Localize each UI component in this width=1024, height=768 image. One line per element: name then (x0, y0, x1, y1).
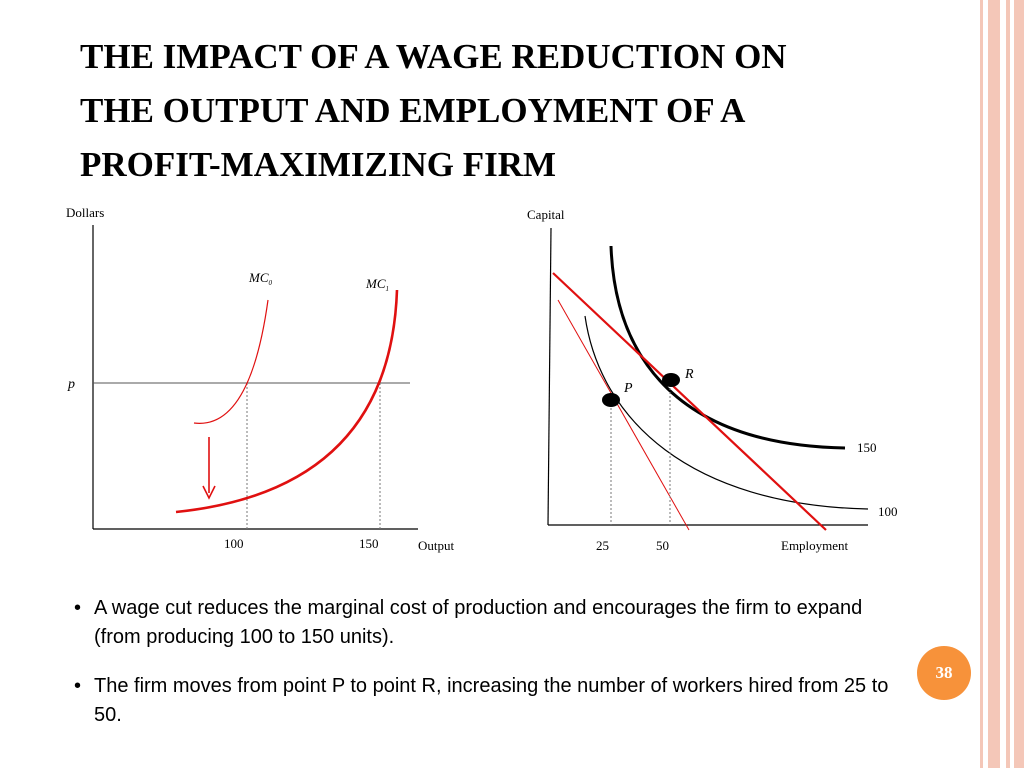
isoquant-150-label: 150 (857, 440, 877, 455)
bullet-item: • A wage cut reduces the marginal cost o… (72, 594, 892, 652)
bullet-text: A wage cut reduces the marginal cost of … (94, 597, 863, 648)
right-x-tick-50: 50 (656, 538, 669, 553)
right-y-axis-label: Capital (527, 207, 565, 222)
mc0-label-sub: 0 (269, 279, 273, 287)
isoquant-100-label: 100 (878, 504, 898, 519)
shift-arrow-head (202, 485, 216, 500)
page-number: 38 (935, 663, 953, 682)
right-y-axis (547, 227, 552, 526)
right-x-tick-25: 25 (596, 538, 609, 553)
mc0-label-base: MC (248, 270, 269, 285)
left-x-tick-100: 100 (224, 536, 244, 551)
mc1-label-sub: 1 (386, 285, 390, 293)
slide-title-line: THE OUTPUT AND EMPLOYMENT OF A (80, 91, 746, 130)
isocost-line-new (552, 272, 827, 531)
point-r-marker (662, 373, 680, 387)
bullet-dot-icon: • (74, 675, 82, 697)
isoquant-100 (584, 315, 869, 510)
slide-title-line: PROFIT-MAXIMIZING FIRM (80, 145, 557, 184)
decorative-stripes (980, 0, 1024, 768)
mc1-label-base: MC (365, 276, 386, 291)
bullet-dot-icon: • (74, 597, 82, 619)
mc1-label: MC1 (365, 276, 389, 293)
left-x-axis-label: Output (418, 538, 455, 553)
bullet-text: The firm moves from point P to point R, … (94, 675, 889, 726)
right-x-axis-label: Employment (781, 538, 849, 553)
mc1-curve (175, 289, 399, 514)
slide-title-line: THE IMPACT OF A WAGE REDUCTION ON (80, 37, 787, 76)
point-p-label: P (623, 381, 633, 396)
mc0-curve (193, 299, 269, 424)
left-graph: Dollars Output p MC0 MC1 100 150 (66, 205, 455, 553)
isoquant-150 (609, 245, 846, 450)
slide-title: THE IMPACT OF A WAGE REDUCTION ON THE OU… (80, 30, 940, 192)
right-graph: Capital Employment P R 150 100 25 50 (527, 207, 898, 553)
isocost-line-old (557, 299, 690, 531)
left-x-tick-150: 150 (359, 536, 379, 551)
price-label: p (67, 377, 75, 392)
point-r-label: R (684, 367, 694, 382)
bullet-item: • The firm moves from point P to point R… (72, 672, 892, 730)
mc0-label: MC0 (248, 270, 273, 287)
bullet-list: • A wage cut reduces the marginal cost o… (72, 594, 892, 750)
page-number-badge: 38 (917, 646, 971, 700)
point-p-marker (602, 393, 620, 407)
left-y-axis-label: Dollars (66, 205, 104, 220)
